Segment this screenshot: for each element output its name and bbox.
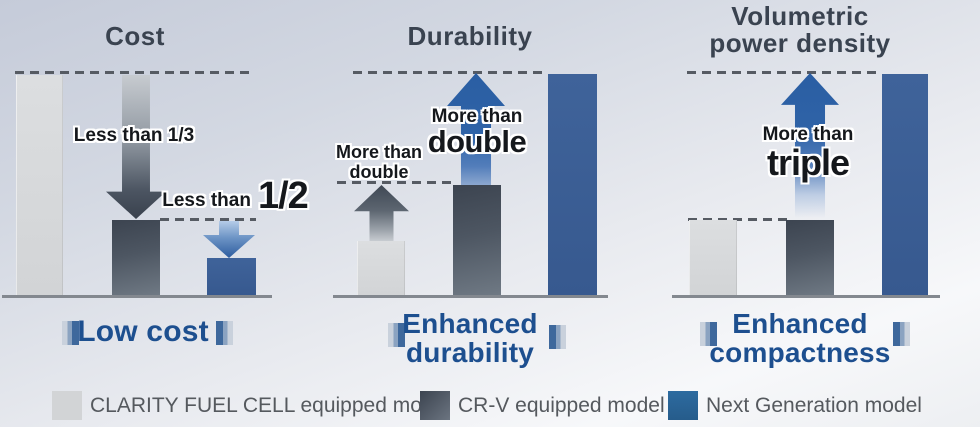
durability-mid-dashed-reference-line bbox=[337, 181, 453, 184]
durability-annotation-crv-line1: More than bbox=[335, 142, 422, 162]
accent-stripes-icon bbox=[388, 323, 405, 347]
cost-bar-clarity bbox=[16, 75, 63, 295]
cost-bar-next-generation bbox=[207, 258, 256, 295]
volumetric-bar-next-generation bbox=[882, 74, 928, 295]
legend-label-clarity: CLARITY FUEL CELL equipped model bbox=[90, 394, 450, 417]
cost-annotation-next-value: 1/2 bbox=[257, 175, 309, 217]
volumetric-panel-title: Volumetric power density bbox=[690, 3, 910, 57]
cost-panel-title: Cost bbox=[105, 21, 165, 51]
durability-bar-clarity bbox=[357, 241, 405, 295]
cost-annotation-next-prefix: Less than bbox=[162, 190, 251, 211]
volumetric-caption-line1: Enhanced bbox=[732, 308, 868, 339]
volumetric-annotation-next: More than triple bbox=[722, 125, 894, 181]
cost-decrease-arrow-gray-icon bbox=[106, 75, 166, 219]
volumetric-bar-clarity bbox=[689, 220, 737, 295]
durability-caption-line1: Enhanced bbox=[402, 308, 538, 339]
durability-caption: Enhanced durability bbox=[352, 309, 588, 367]
durability-top-dashed-reference-line bbox=[353, 71, 548, 74]
volumetric-mid-dashed-reference-line bbox=[688, 218, 788, 221]
cost-decrease-arrow-blue-icon bbox=[203, 221, 255, 258]
volumetric-bar-crv bbox=[786, 220, 834, 295]
legend-label-next-generation: Next Generation model bbox=[706, 394, 922, 417]
cost-annotation-next: Less than 1/2 bbox=[160, 175, 310, 217]
legend-label-crv: CR-V equipped model bbox=[458, 394, 665, 417]
legend-swatch-crv bbox=[420, 391, 450, 420]
durability-axis-baseline bbox=[333, 295, 608, 298]
durability-annotation-crv-line2: double bbox=[349, 162, 409, 182]
durability-panel-title: Durability bbox=[407, 21, 533, 51]
legend-swatch-next-generation bbox=[668, 391, 698, 420]
cost-bar-crv bbox=[112, 220, 160, 295]
legend-swatch-clarity bbox=[52, 391, 82, 420]
cost-top-dashed-reference-line bbox=[15, 71, 250, 74]
accent-stripes-icon bbox=[62, 321, 79, 345]
accent-stripes-icon bbox=[700, 322, 717, 346]
accent-stripes-icon bbox=[216, 321, 233, 345]
cost-caption: Low cost bbox=[77, 315, 209, 348]
durability-bar-crv bbox=[453, 185, 501, 295]
volumetric-axis-baseline bbox=[672, 295, 940, 298]
accent-stripes-icon bbox=[549, 325, 566, 349]
cost-annotation-crv: Less than 1/3 bbox=[73, 125, 195, 146]
durability-caption-line2: durability bbox=[405, 337, 534, 368]
cost-axis-baseline bbox=[2, 295, 272, 298]
volumetric-annotation-next-line1: More than bbox=[762, 124, 854, 145]
cost-mid-dashed-reference-line bbox=[160, 218, 256, 221]
durability-annotation-next: More than double bbox=[392, 106, 562, 159]
accent-stripes-icon bbox=[893, 322, 910, 346]
durability-annotation-next-line2: double bbox=[427, 124, 527, 159]
volumetric-top-dashed-reference-line bbox=[687, 71, 882, 74]
volumetric-panel-title-line1: Volumetric bbox=[731, 1, 869, 31]
volumetric-panel-title-line2: power density bbox=[709, 28, 891, 58]
durability-annotation-next-line1: More than bbox=[431, 106, 523, 127]
durability-increase-arrow-gray-icon bbox=[354, 185, 409, 242]
volumetric-annotation-next-line2: triple bbox=[766, 142, 850, 183]
volumetric-caption: Enhanced compactness bbox=[682, 309, 918, 367]
durability-bar-next-generation bbox=[548, 74, 597, 295]
durability-annotation-crv: More than double bbox=[304, 142, 454, 182]
volumetric-caption-line2: compactness bbox=[709, 337, 891, 368]
